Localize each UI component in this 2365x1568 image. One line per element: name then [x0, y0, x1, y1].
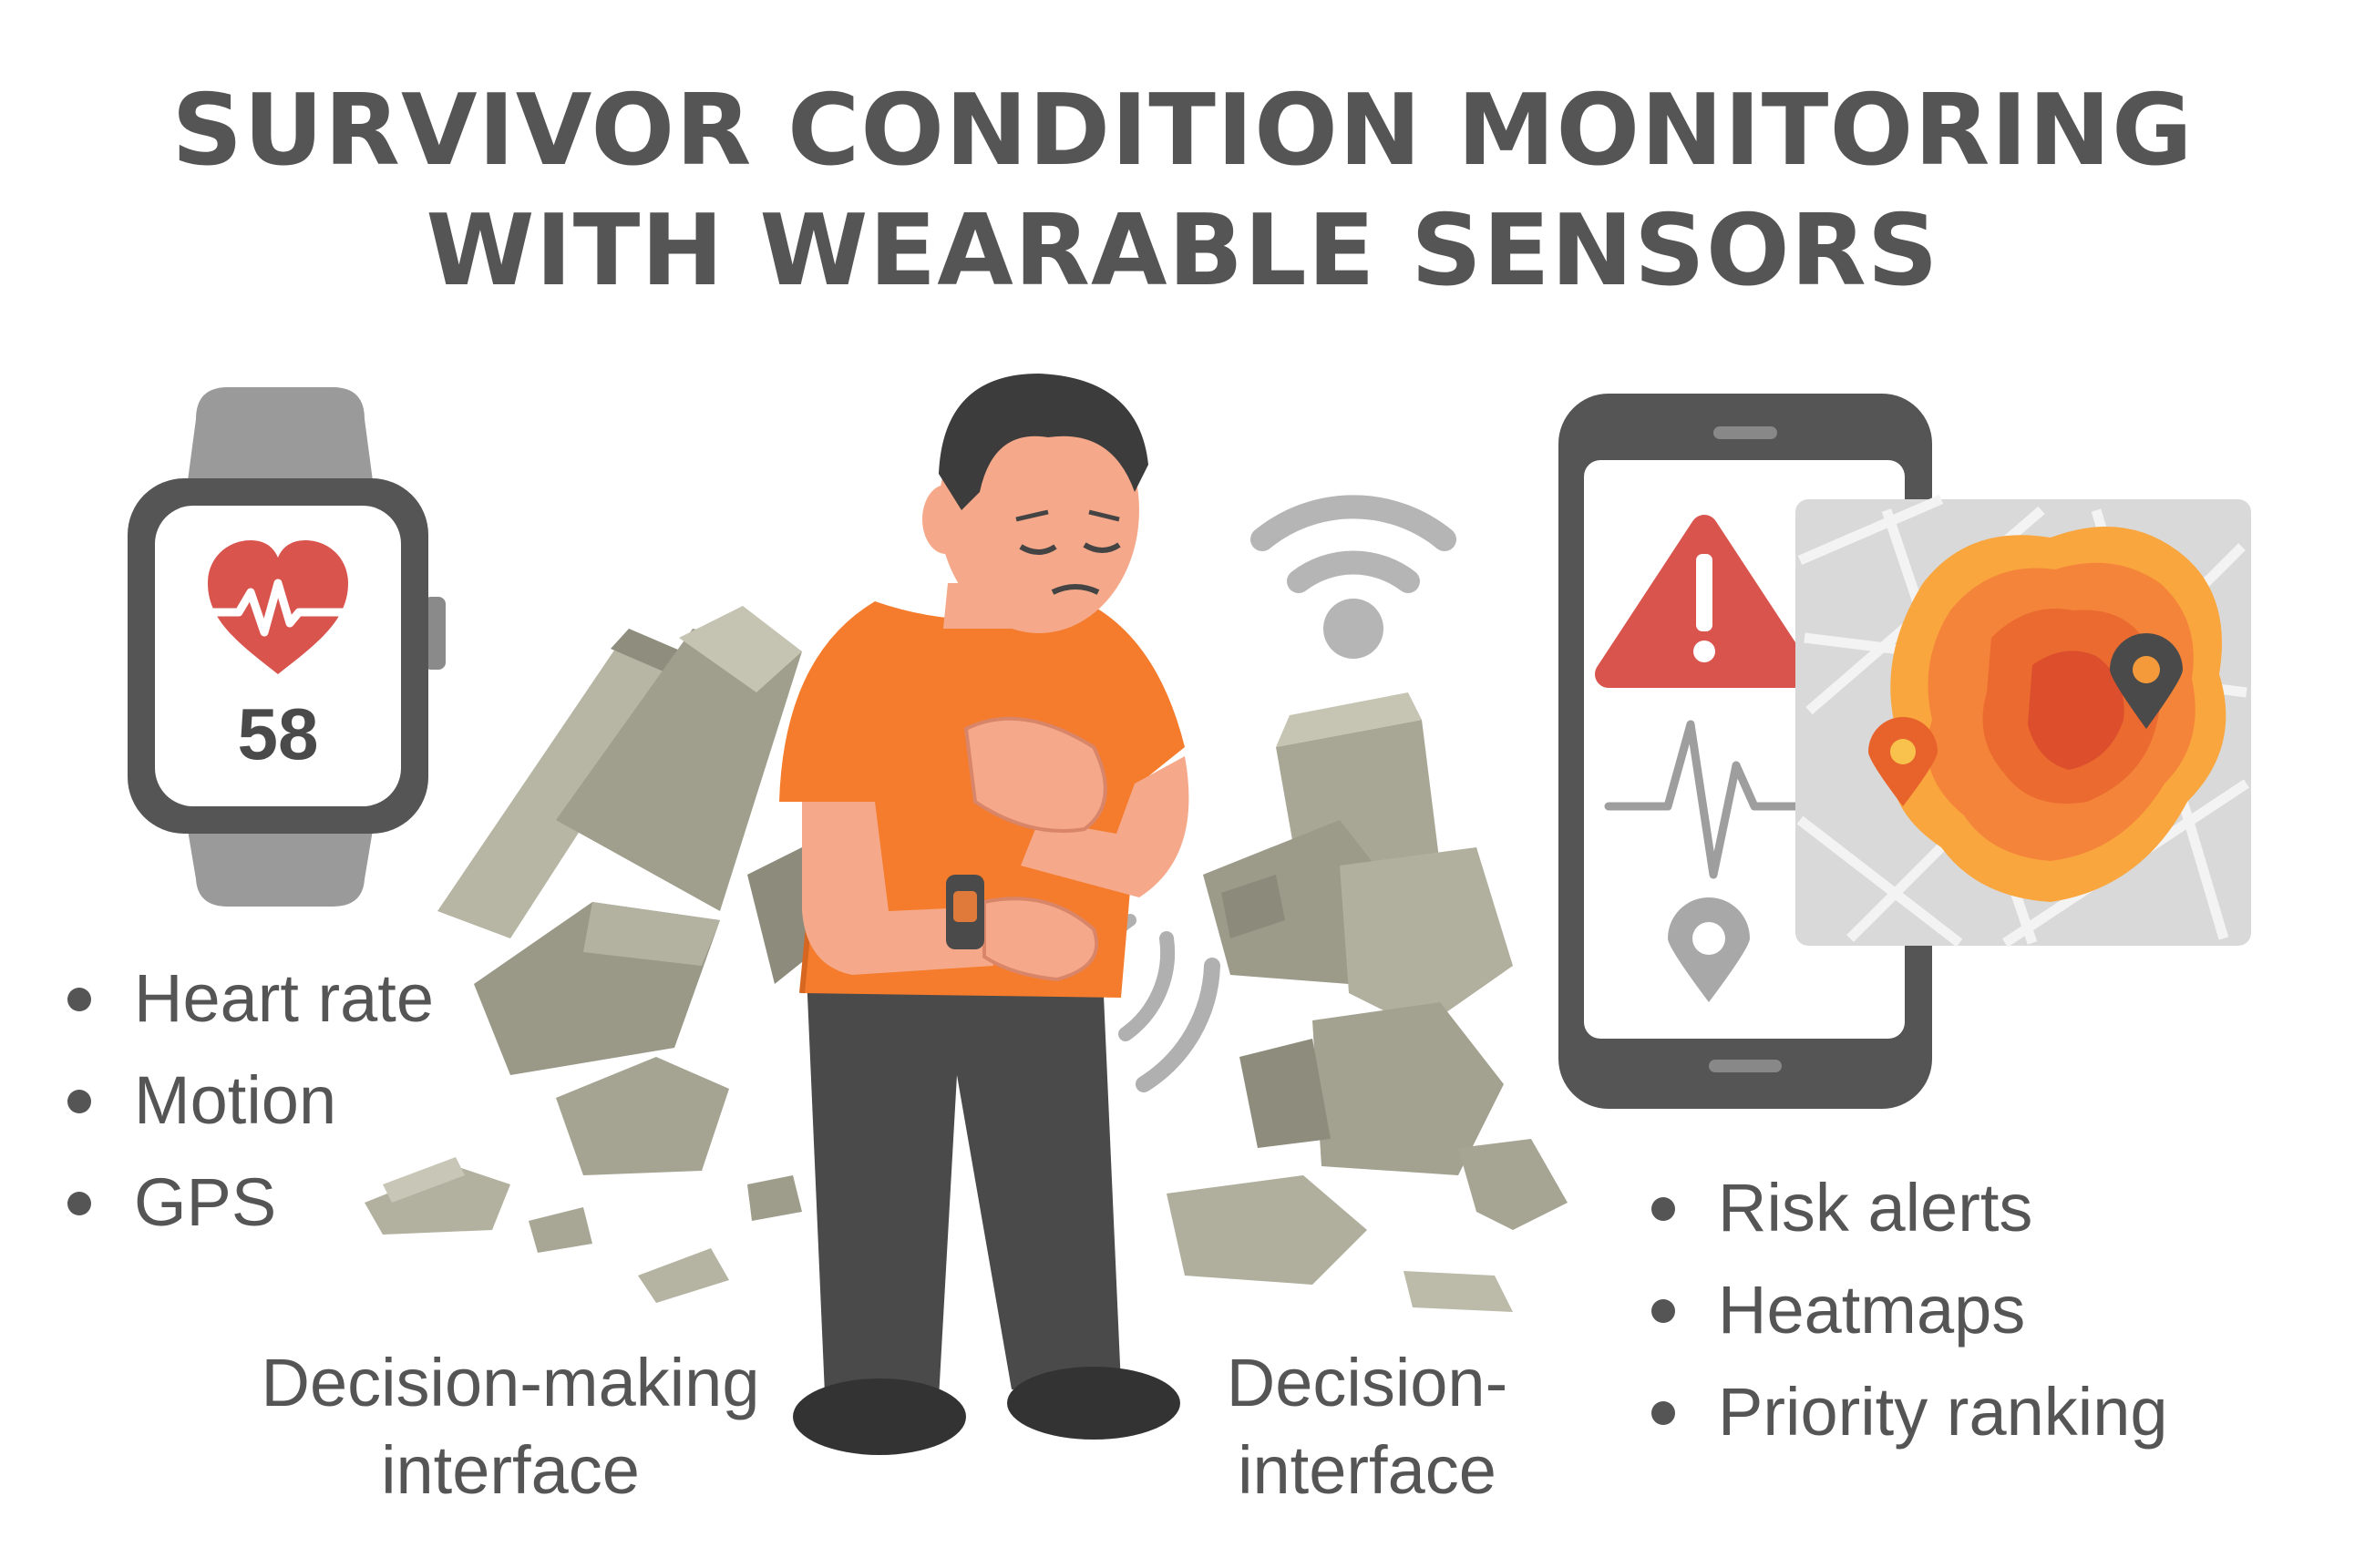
survivor-hand: [963, 716, 1107, 833]
heart-rate-value: 58: [237, 693, 319, 774]
warning-icon: [1595, 515, 1814, 688]
diagram-title: SURVIVOR CONDITION MONITORING WITH WEARA…: [0, 71, 2365, 312]
sensor-item-heart-rate: Heart rate: [66, 948, 434, 1050]
survivor-hair: [939, 374, 1148, 510]
ecg-waveform-icon: [1604, 720, 1814, 879]
watch-strap-top: [187, 387, 374, 487]
heart-pulse-icon: [203, 540, 353, 674]
survivor-figure: [779, 374, 1189, 1455]
heatmap-map: [1795, 494, 2251, 948]
rubble-right: [1167, 692, 1568, 1312]
output-item-priority-ranking: Priority ranking: [1650, 1361, 2168, 1463]
sensor-list: Heart rate Motion GPS: [66, 948, 434, 1254]
output-item-heatmaps: Heatmaps: [1650, 1259, 2168, 1361]
phone-speaker: [1713, 426, 1777, 439]
sensor-item-gps: GPS: [66, 1152, 434, 1254]
title-line-1: SURVIVOR CONDITION MONITORING: [171, 74, 2194, 188]
title-line-2: WITH WEARABLE SENSORS: [426, 194, 1939, 308]
rubble-left: [365, 606, 820, 1303]
caption-left-line-1: Decision-making: [261, 1345, 760, 1420]
wifi-signal-icon: [1250, 495, 1456, 659]
caption-left: Decision-making interface: [210, 1339, 811, 1514]
location-pin-icon: [1668, 897, 1750, 1002]
map-pin-orange-icon: [1868, 717, 1938, 806]
smartwatch: [128, 387, 446, 907]
output-list: Risk alerts Heatmaps Priority ranking: [1650, 1157, 2168, 1463]
phone-home-bar: [1709, 1060, 1782, 1072]
watch-strap-bottom: [187, 825, 374, 907]
caption-right-line-1: Decision-: [1226, 1345, 1508, 1420]
output-item-risk-alerts: Risk alerts: [1650, 1157, 2168, 1259]
survivor-left-arm: [802, 802, 993, 975]
caption-left-line-2: interface: [381, 1432, 640, 1508]
sensor-item-motion: Motion: [66, 1050, 434, 1152]
survivor-shoe-left: [793, 1378, 966, 1455]
watch-crown: [424, 597, 446, 670]
survivor-shoe-right: [1007, 1367, 1180, 1440]
survivor-pants: [807, 975, 1121, 1399]
map-pin-gray-icon: [2110, 633, 2183, 729]
survivor-right-arm: [1021, 756, 1189, 897]
caption-right-line-2: interface: [1238, 1432, 1496, 1508]
caption-right: Decision- interface: [1176, 1339, 1558, 1514]
